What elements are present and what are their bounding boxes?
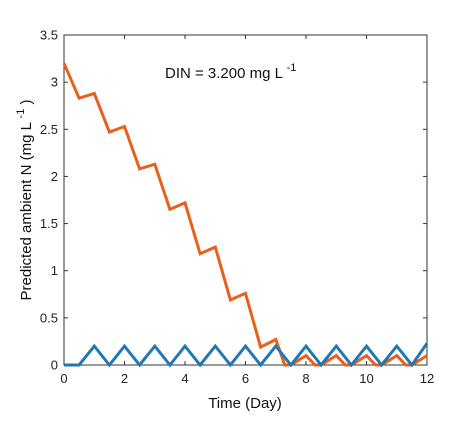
x-tick-label: 10 [359, 371, 373, 386]
plot-area [63, 34, 428, 366]
x-axis-ticks: 0 2 4 6 8 10 12 [60, 35, 434, 386]
y-tick-label: 2.5 [40, 122, 58, 137]
x-tick-label: 2 [121, 371, 128, 386]
annotation: DIN = 3.200 mg L -1 [165, 62, 296, 82]
y-axis-label-close: ) [18, 100, 35, 105]
y-axis-label-main: Predicted ambient N (mg L [18, 122, 35, 300]
y-tick-label: 1.5 [40, 216, 58, 231]
y-tick-label: 3.5 [40, 28, 58, 43]
y-tick-label: 3 [51, 75, 58, 90]
annotation-main: DIN = 3.200 mg L [165, 65, 283, 82]
y-tick-label: 0 [51, 358, 58, 373]
x-tick-label: 0 [60, 371, 67, 386]
x-axis-label: Time (Day) [208, 395, 282, 412]
y-axis-label-superscript: -1 [15, 109, 27, 119]
x-tick-label: 12 [420, 371, 434, 386]
series-lines [62, 62, 429, 368]
x-tick-label: 6 [242, 371, 249, 386]
series-line-2 [64, 342, 429, 368]
x-tick-label: 4 [181, 371, 188, 386]
y-axis-label: Predicted ambient N (mg L -1 ) [11, 100, 35, 301]
y-axis-ticks: 0 0.5 1 1.5 2 2.5 3 3.5 [40, 28, 427, 373]
y-tick-label: 1 [51, 263, 58, 278]
y-tick-label: 0.5 [40, 310, 58, 325]
x-tick-label: 8 [302, 371, 309, 386]
y-tick-label: 2 [51, 169, 58, 184]
annotation-superscript: -1 [287, 62, 297, 74]
